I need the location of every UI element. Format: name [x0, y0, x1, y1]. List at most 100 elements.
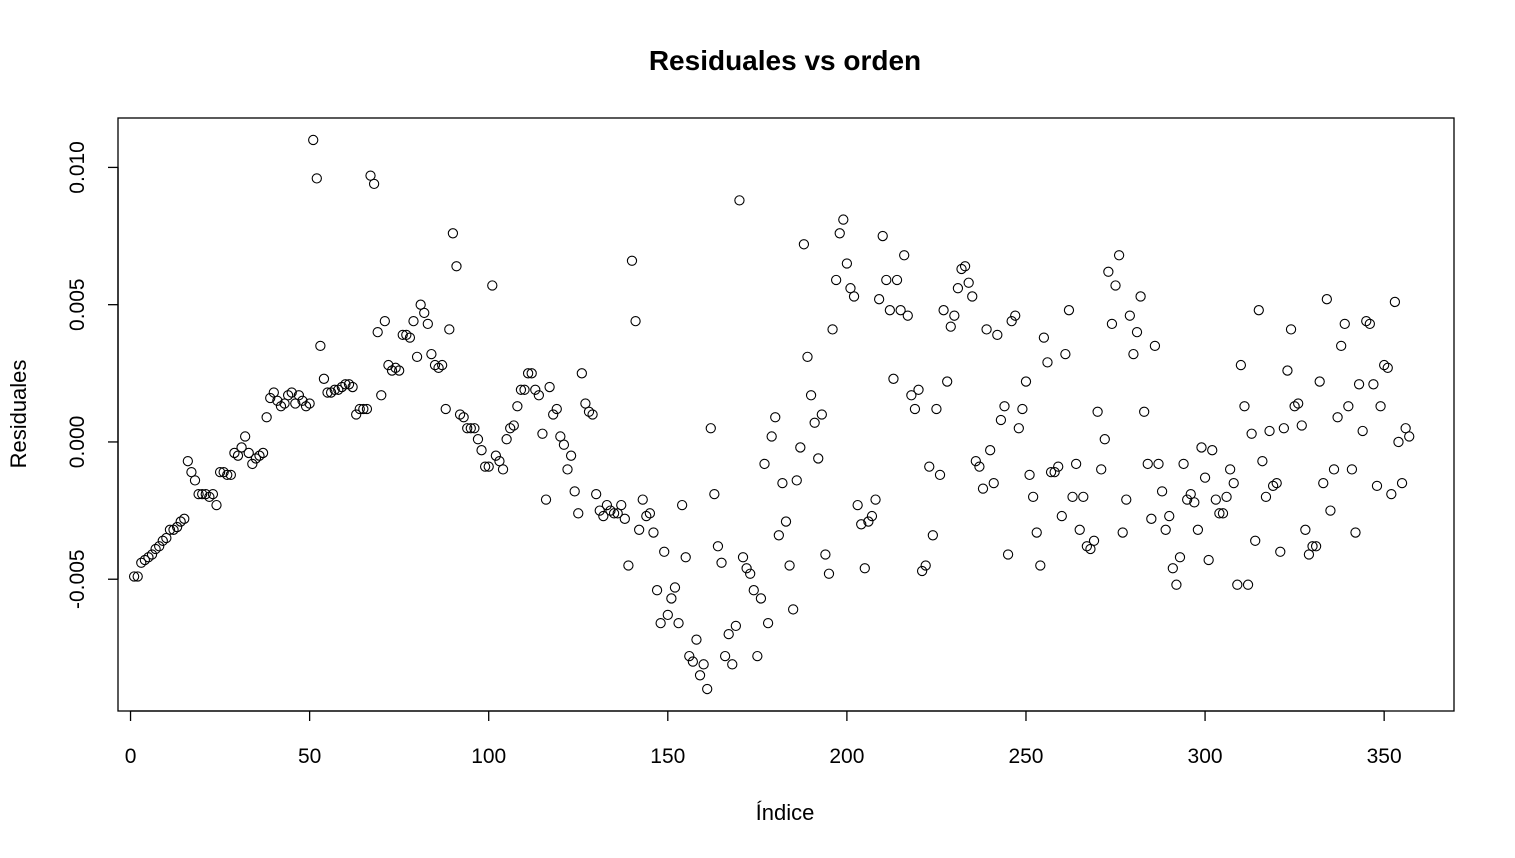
data-point: [601, 499, 613, 511]
data-point: [1217, 508, 1229, 519]
data-point: [272, 395, 283, 406]
data-point: [239, 431, 251, 442]
data-point: [626, 255, 638, 266]
data-point: [164, 524, 176, 535]
data-point: [451, 261, 462, 272]
data-point: [1156, 486, 1168, 497]
data-point: [705, 423, 716, 434]
data-point: [1404, 431, 1415, 442]
data-point: [780, 516, 792, 527]
data-point: [526, 368, 537, 379]
data-point: [967, 291, 978, 302]
data-point: [899, 250, 910, 261]
x-tick-label: 200: [829, 745, 864, 768]
data-point: [745, 568, 756, 579]
data-point: [472, 434, 484, 445]
data-point: [300, 401, 312, 412]
data-point: [698, 659, 709, 670]
data-point: [916, 565, 928, 577]
data-point: [927, 530, 938, 541]
data-point: [770, 412, 781, 423]
data-point: [1210, 494, 1221, 505]
data-point: [479, 461, 491, 472]
data-point: [888, 373, 899, 384]
data-point: [139, 554, 151, 566]
data-point: [1325, 505, 1336, 516]
data-point: [988, 477, 999, 489]
data-point: [605, 505, 616, 516]
data-point: [805, 390, 817, 401]
data-point: [1070, 458, 1082, 470]
data-point: [265, 392, 276, 404]
data-point: [1289, 401, 1300, 412]
data-point: [1250, 535, 1261, 546]
data-point: [877, 230, 888, 242]
data-point: [1164, 510, 1175, 522]
data-point: [469, 423, 480, 434]
data-point: [440, 403, 451, 415]
data-point: [304, 398, 315, 409]
y-tick-label: 0.000: [66, 416, 89, 469]
data-point: [530, 384, 541, 395]
data-point: [1078, 491, 1089, 503]
data-point: [1042, 357, 1053, 368]
data-point: [1382, 362, 1393, 373]
data-point: [1099, 434, 1110, 445]
data-point: [616, 499, 627, 511]
data-point: [924, 461, 935, 472]
data-point: [1142, 458, 1153, 470]
data-point: [1253, 305, 1264, 316]
data-point: [719, 650, 731, 662]
data-point: [1371, 480, 1383, 492]
data-point: [1056, 510, 1067, 522]
data-point: [329, 384, 340, 395]
data-point: [909, 403, 921, 415]
data-point: [522, 368, 534, 379]
data-point: [1318, 477, 1329, 489]
data-point: [1196, 442, 1207, 453]
data-point: [873, 294, 885, 305]
data-point: [1386, 488, 1397, 500]
data-point: [1113, 250, 1125, 261]
data-point: [809, 417, 820, 428]
data-points: [128, 134, 1415, 695]
data-point: [558, 439, 570, 450]
data-point: [207, 488, 219, 500]
data-point: [1153, 458, 1164, 470]
data-point: [565, 450, 577, 461]
data-point: [691, 634, 702, 645]
data-point: [906, 390, 917, 401]
data-point: [1088, 535, 1100, 546]
data-point: [863, 516, 874, 527]
data-point: [247, 458, 258, 470]
data-point: [820, 549, 831, 560]
data-point: [641, 510, 652, 522]
data-point: [537, 428, 548, 439]
data-point: [791, 475, 802, 486]
data-point: [902, 310, 913, 321]
data-point: [394, 365, 405, 376]
data-point: [573, 508, 584, 519]
data-point: [741, 563, 752, 574]
data-point: [383, 359, 394, 371]
data-point: [128, 571, 140, 582]
data-point: [515, 384, 527, 395]
data-point: [1350, 527, 1361, 538]
data-point: [1167, 563, 1178, 574]
data-point: [1357, 425, 1368, 437]
data-point: [1296, 420, 1307, 431]
data-point: [1178, 458, 1189, 470]
data-point: [1282, 365, 1293, 376]
data-point: [419, 307, 430, 319]
data-point: [1131, 326, 1143, 338]
data-point: [934, 469, 946, 481]
data-point: [548, 409, 559, 420]
data-point: [634, 524, 645, 535]
x-tick-label: 350: [1367, 745, 1402, 768]
data-point: [436, 359, 448, 371]
data-point: [286, 387, 297, 398]
data-point: [476, 445, 487, 456]
data-point: [798, 239, 810, 250]
data-point: [608, 508, 620, 519]
